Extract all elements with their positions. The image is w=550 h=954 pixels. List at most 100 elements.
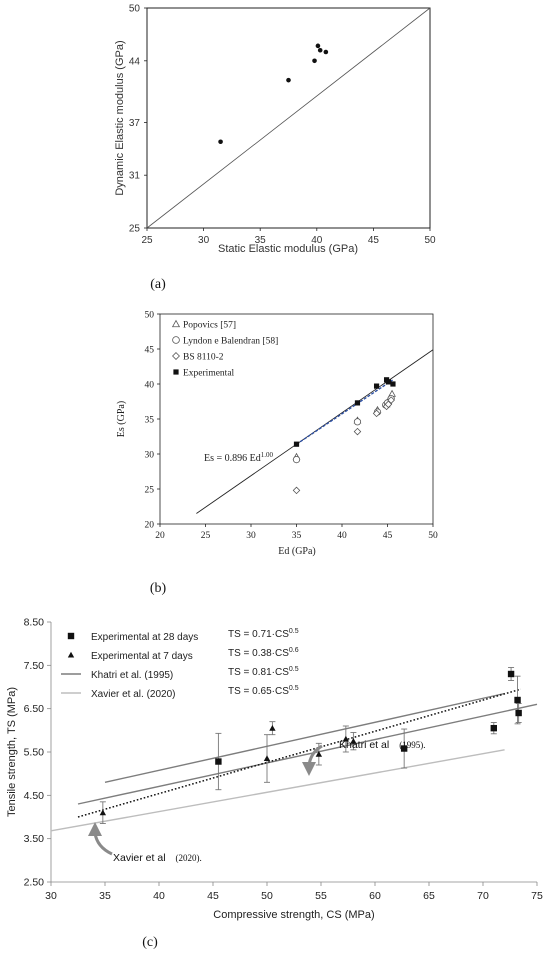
chart-b-ytick-label: 35 [145,416,155,426]
chart-a-point [317,47,323,53]
chart-a-x-ticks: 25 30 35 40 45 50 [141,228,436,246]
chart-b-legend-marker [172,336,180,344]
chart-a-ytick-label: 25 [129,224,141,235]
chart-b-ytick-label: 45 [145,346,155,356]
chart-c-legend-label: Experimental at 28 days [91,632,198,643]
chart-b-point-square-filled [293,441,300,447]
chart-b-point-diamond-open [292,486,301,495]
chart-c-legend-equation: TS = 0.71·CS0.5 [228,628,299,640]
annotation-khatri: Khatri et al (1995). [302,739,425,776]
chart-b-xtick-label: 35 [292,531,302,541]
chart-a-xtick-label: 35 [255,235,267,246]
chart-c-xtick-label: 65 [423,890,435,902]
chart-c-point-triangle-filled [342,735,350,742]
chart-c-ylabel: Tensile strength, TS (MPa) [6,687,18,817]
chart-c-xtick-label: 60 [369,890,381,902]
annotation-xavier-text: Xavier et al (2020). [113,852,202,864]
chart-b-point-diamond-open [353,427,362,436]
chart-a-xtick-label: 30 [198,235,210,246]
chart-a-points [218,43,329,145]
chart-c-xtick-label: 70 [477,890,489,902]
chart-c-legend: Experimental at 28 days TS = 0.71·CS0.5 Ex… [61,628,299,700]
chart-c-xtick-label: 45 [207,890,219,902]
chart-b: 20 25 30 35 40 45 50 20 25 30 35 40 45 50 Popovics [… [116,311,438,597]
chart-a-xtick-label: 40 [311,235,323,246]
annotation-khatri-text: Khatri et al (1995). [339,739,425,751]
chart-c-xtick-label: 55 [315,890,327,902]
chart-a-frame [146,7,431,229]
chart-b-legend-label: Experimental [183,369,235,379]
panel-label-a: (a) [150,277,166,292]
chart-c-xtick-label: 40 [153,890,165,902]
chart-a-y-ticks: 25 31 37 44 50 [129,4,147,235]
chart-b-points [292,377,396,495]
chart-b-y-ticks: 20 25 30 35 40 45 50 [145,311,160,531]
chart-b-point-square-filled [385,379,392,385]
chart-a-point [286,77,291,83]
chart-c-ytick-label: 4.50 [24,790,45,802]
chart-b-point-circle-open [292,455,301,464]
chart-c-legend-equation: TS = 0.81·CS0.5 [228,666,299,678]
chart-c-point-triangle-filled [263,755,271,762]
chart-b-xtick-label: 30 [246,531,256,541]
chart-c-ytick-label: 2.50 [24,877,45,889]
chart-a-ytick-label: 50 [129,4,141,15]
chart-a: 25 30 35 40 45 50 25 31 37 44 50 Static Elastic m… [114,4,436,293]
chart-b-ytick-label: 50 [145,311,155,321]
chart-c-point-square-filled [400,745,408,752]
chart-b-ylabel: Es (GPa) [116,401,127,437]
chart-a-point [323,49,329,55]
chart-c-point-triangle-filled [99,809,107,816]
chart-c-legend-marker [67,632,75,640]
chart-c-ytick-label: 6.50 [24,703,45,715]
chart-b-annotation: Es = 0.896 Ed1.00 [204,451,274,464]
chart-a-point [312,58,317,64]
chart-c-y-ticks: 2.50 3.50 4.50 5.50 6.50 7.50 8.50 [24,617,51,889]
chart-c-point-square-filled [515,709,522,717]
chart-c-xtick-label: 35 [99,890,111,902]
chart-b-legend-label: BS 8110-2 [183,353,224,363]
chart-a-xtick-label: 50 [424,235,436,246]
chart-b-legend-marker [171,319,181,328]
chart-b-legend: Popovics [57] Lyndon e Balendran [58] BS 8… [171,319,278,379]
chart-c-curve [104,692,505,784]
chart-c-curve [50,749,505,832]
chart-b-xlabel: Ed (GPa) [278,546,316,557]
chart-c-ytick-label: 7.50 [24,660,45,672]
chart-b-xtick-label: 50 [428,531,438,541]
chart-c-point-square-filled [514,696,521,704]
chart-a-point [315,43,321,49]
chart-b-xtick-label: 25 [201,531,211,541]
chart-c-curve [77,703,538,805]
chart-b-ytick-label: 30 [145,451,155,461]
chart-c-dotted-fit [77,688,522,818]
chart-c-point-square-filled [490,724,497,732]
chart-b-point-circle-open [353,418,362,426]
panel-label-b: (b) [150,581,167,596]
chart-b-ytick-label: 20 [145,521,155,531]
chart-c-ytick-label: 8.50 [24,617,45,629]
chart-c-legend-label: Khatri et al. (1995) [91,670,173,681]
chart-a-xlabel: Static Elastic modulus (GPa) [218,243,358,255]
chart-c-points [99,670,522,816]
chart-b-point-square-filled [354,400,361,406]
chart-a-point [218,139,223,145]
chart-b-trend-line [296,379,394,445]
chart-a-ytick-label: 37 [129,118,141,129]
chart-b-point-square-filled [390,381,396,387]
chart-b-legend-label: Lyndon e Balendran [58] [183,337,278,347]
annotation-xavier: Xavier et al (2020). [88,822,202,864]
chart-c-point-triangle-filled [350,737,357,744]
chart-b-point-square-filled [373,383,380,389]
chart-b-xtick-label: 45 [383,531,393,541]
chart-c-point-square-filled [215,758,222,765]
chart-b-point-diamond-open [387,396,395,404]
chart-c-legend-marker [67,651,75,658]
chart-c-xtick-label: 50 [261,890,273,902]
chart-c-legend-equation: TS = 0.65·CS0.5 [228,685,299,697]
annotation-xavier-arrow [93,832,113,856]
chart-c-xtick-label: 75 [531,890,543,902]
annotation-xavier-arrowhead [88,822,102,836]
chart-c-curves [50,692,538,832]
